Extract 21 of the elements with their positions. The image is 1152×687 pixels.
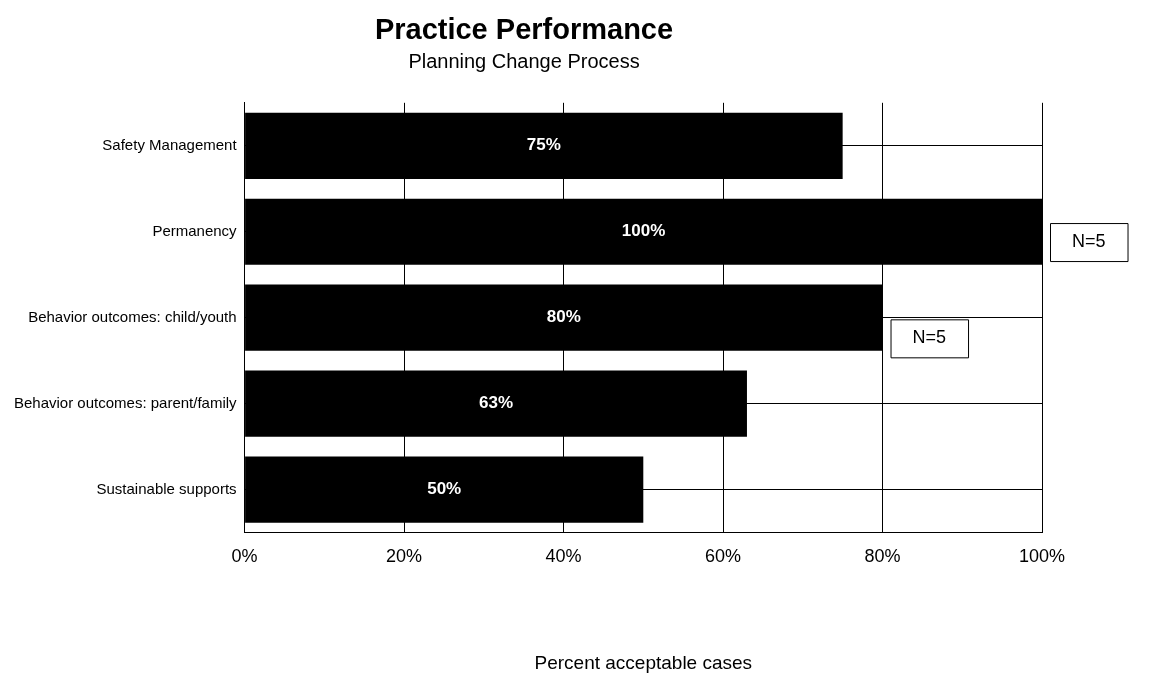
x-tick-label: 40%: [545, 546, 582, 567]
chart-subtitle: Planning Change Process: [408, 50, 640, 73]
data-label: 63%: [479, 393, 514, 413]
data-label: 100%: [621, 221, 666, 241]
x-tick-label: 100%: [1018, 546, 1066, 567]
x-tick-label: 20%: [386, 546, 423, 567]
chart-title: Practice Performance: [374, 13, 674, 46]
y-tick-label: Safety Management: [102, 135, 238, 153]
annotation: N=5: [912, 327, 947, 348]
y-tick-label: Behavior outcomes: parent/family: [14, 393, 238, 411]
data-label: 75%: [526, 135, 561, 155]
x-tick-label: 80%: [864, 546, 901, 567]
y-tick-label: Permanency: [152, 221, 238, 239]
x-tick-label: 0%: [231, 546, 258, 567]
data-label: 50%: [427, 479, 462, 499]
x-tick-label: 60%: [705, 546, 742, 567]
x-axis-title: Percent acceptable cases: [534, 651, 753, 673]
data-label: 80%: [546, 307, 581, 327]
y-tick-label: Sustainable supports: [96, 479, 237, 497]
y-tick-label: Behavior outcomes: child/youth: [28, 307, 237, 325]
annotation: N=5: [1072, 231, 1106, 252]
